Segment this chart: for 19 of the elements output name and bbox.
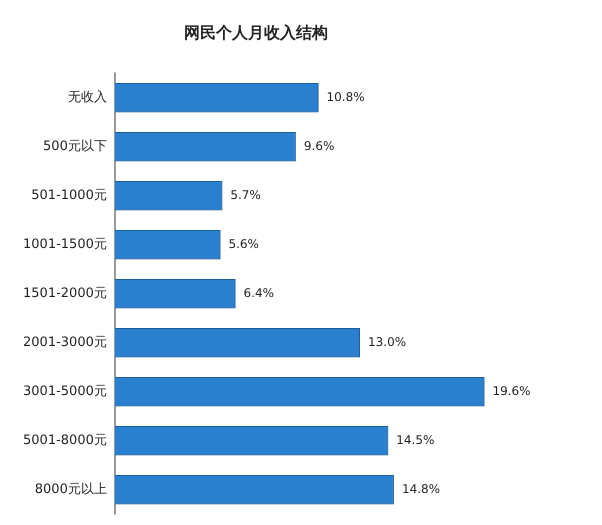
y-tick-label: 501-1000元 — [31, 188, 107, 204]
data-label: 10.8% — [326, 90, 365, 104]
y-tick-label: 1001-1500元 — [23, 237, 107, 252]
data-label: 5.7% — [230, 188, 261, 202]
y-tick-label: 无收入 — [68, 90, 107, 106]
data-label: 9.6% — [304, 138, 334, 153]
y-tick-label: 1501-2000元 — [23, 286, 107, 302]
data-label: 6.4% — [244, 286, 274, 300]
data-label: 14.5% — [396, 432, 434, 447]
y-tick-label: 8000元以上 — [34, 482, 107, 498]
data-label: 14.8% — [402, 482, 440, 496]
y-tick-label: 500元以下 — [43, 139, 107, 154]
y-tick-label: 3001-5000元 — [23, 384, 107, 400]
y-tick-label: 2001-3000元 — [23, 335, 107, 350]
data-label: 5.6% — [228, 236, 259, 251]
data-label: 13.0% — [368, 334, 406, 349]
chart-title: 网民个人月收入结构 — [184, 22, 328, 42]
data-label: 19.6% — [492, 384, 531, 398]
y-tick-label: 5001-8000元 — [23, 433, 107, 448]
